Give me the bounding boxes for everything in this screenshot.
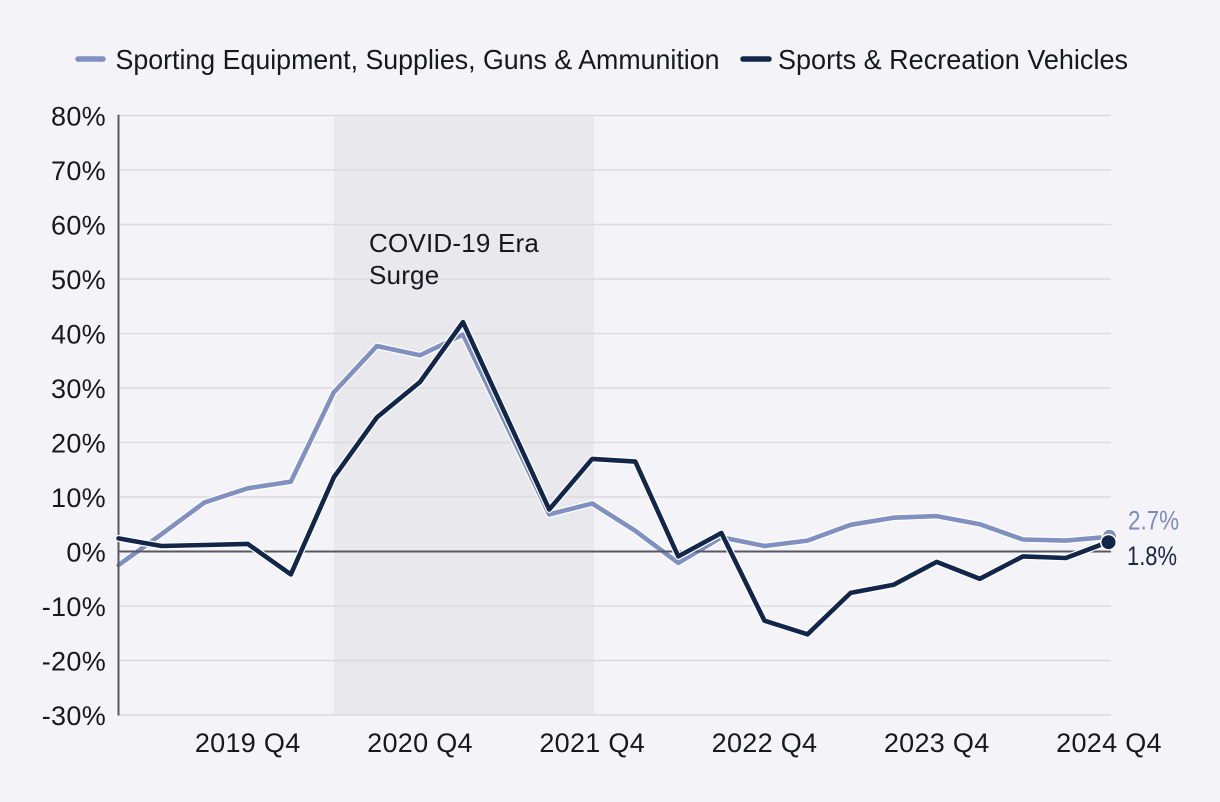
svg-text:20%: 20%: [51, 429, 106, 459]
svg-text:2.7%: 2.7%: [1128, 506, 1179, 536]
svg-text:Surge: Surge: [369, 260, 439, 290]
svg-text:30%: 30%: [51, 374, 106, 404]
svg-text:40%: 40%: [51, 320, 106, 350]
svg-text:-30%: -30%: [42, 701, 106, 731]
svg-text:2020 Q4: 2020 Q4: [367, 728, 473, 758]
svg-text:-10%: -10%: [42, 592, 106, 622]
svg-text:80%: 80%: [51, 102, 106, 132]
svg-text:1.8%: 1.8%: [1127, 541, 1177, 571]
svg-text:70%: 70%: [51, 156, 106, 186]
svg-text:2022 Q4: 2022 Q4: [712, 728, 818, 758]
svg-text:50%: 50%: [51, 265, 106, 295]
svg-text:COVID-19 Era: COVID-19 Era: [369, 228, 539, 258]
svg-text:2021 Q4: 2021 Q4: [539, 728, 645, 758]
svg-text:2024 Q4: 2024 Q4: [1056, 728, 1162, 758]
svg-text:Sports & Recreation Vehicles: Sports & Recreation Vehicles: [778, 44, 1128, 75]
svg-text:-20%: -20%: [42, 647, 106, 677]
svg-text:60%: 60%: [51, 211, 106, 241]
svg-text:2023 Q4: 2023 Q4: [884, 728, 990, 758]
svg-text:10%: 10%: [51, 483, 106, 513]
svg-text:Sporting Equipment, Supplies,: Sporting Equipment, Supplies, Guns & Amm…: [116, 44, 720, 75]
svg-text:0%: 0%: [66, 538, 106, 568]
svg-text:2019 Q4: 2019 Q4: [195, 728, 301, 758]
